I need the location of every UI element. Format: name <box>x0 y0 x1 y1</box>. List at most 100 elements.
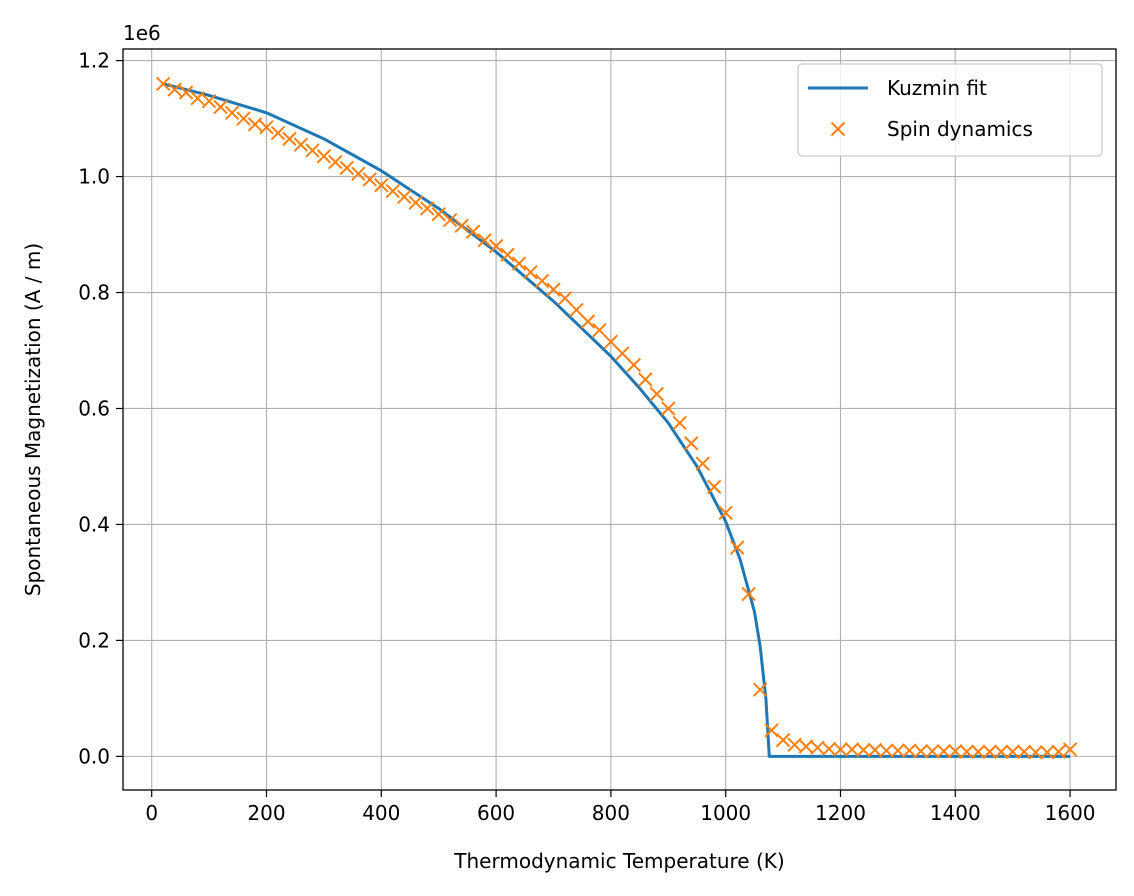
data-point <box>856 742 871 758</box>
data-point <box>546 282 561 297</box>
data-point <box>684 436 699 451</box>
x-tick-label: 400 <box>362 801 400 825</box>
data-point <box>454 218 469 234</box>
x-tick-label: 600 <box>477 801 515 825</box>
marker-stroke <box>305 143 320 158</box>
data-point <box>1005 744 1020 759</box>
data-point <box>155 76 171 91</box>
data-point <box>879 743 894 758</box>
marker-stroke <box>523 265 538 280</box>
data-point <box>626 357 642 373</box>
data-point <box>993 744 1009 759</box>
data-point <box>190 91 205 106</box>
marker-stroke <box>546 282 561 297</box>
data-point <box>672 415 687 431</box>
data-point <box>661 401 676 416</box>
y-tick-label: 1.2 <box>78 49 110 73</box>
marker-stroke <box>397 189 412 205</box>
marker-stroke <box>833 742 848 757</box>
data-point <box>511 256 527 271</box>
data-point <box>270 125 286 141</box>
marker-stroke <box>948 743 963 759</box>
data-point <box>1062 742 1078 757</box>
data-point <box>1051 744 1066 759</box>
marker-stroke <box>993 744 1009 759</box>
marker-stroke <box>810 740 825 755</box>
marker-stroke <box>282 131 297 147</box>
data-point <box>431 207 446 222</box>
marker-stroke <box>454 218 469 234</box>
data-point <box>282 131 297 147</box>
marker-stroke <box>684 436 699 451</box>
marker-stroke <box>374 178 389 193</box>
data-point <box>488 238 504 254</box>
data-point <box>500 247 515 263</box>
marker-stroke <box>672 415 687 431</box>
data-point <box>316 149 332 164</box>
data-point <box>833 742 848 757</box>
data-point <box>201 93 217 109</box>
marker-stroke <box>362 172 378 187</box>
data-point <box>741 586 756 602</box>
marker-stroke <box>477 233 492 248</box>
data-point <box>959 744 974 759</box>
data-point <box>362 172 378 187</box>
axis-ticks: 0 200 400 600 800 1000 1200 1400 1600 0.0 0.2 0.4 0.… <box>78 49 1095 825</box>
marker-stroke <box>798 739 814 754</box>
data-point <box>213 99 228 115</box>
marker-stroke <box>488 238 504 254</box>
data-point <box>523 265 538 280</box>
legend-marker <box>830 121 846 137</box>
x-tick-label: 0 <box>145 801 158 825</box>
data-point <box>718 505 733 521</box>
marker-stroke <box>821 741 837 757</box>
marker-stroke <box>936 743 952 759</box>
data-point <box>397 189 412 205</box>
marker-stroke <box>1016 744 1032 759</box>
marker-stroke <box>959 744 974 759</box>
y-tick-label: 0.2 <box>78 628 110 652</box>
y-tick-label: 0.8 <box>78 281 110 305</box>
data-point <box>971 744 986 759</box>
y-tick-label: 0.0 <box>78 744 110 768</box>
marker-stroke <box>787 737 802 752</box>
y-offset-text: 1e6 <box>123 21 161 45</box>
data-point <box>167 82 182 97</box>
x-tick-label: 1200 <box>815 801 866 825</box>
x-tick-label: 200 <box>247 801 285 825</box>
marker-stroke <box>890 743 906 758</box>
data-point <box>305 143 320 158</box>
marker-stroke <box>293 137 309 152</box>
data-point <box>178 85 194 100</box>
legend-swatch-spin-dynamics <box>830 121 846 137</box>
marker-stroke <box>247 117 263 132</box>
data-point <box>580 314 596 329</box>
marker-stroke <box>178 85 194 100</box>
marker-stroke <box>649 386 665 402</box>
marker-stroke <box>351 166 366 181</box>
data-point <box>477 233 492 248</box>
data-point <box>592 323 607 338</box>
marker-stroke <box>1039 745 1055 760</box>
marker-stroke <box>213 99 228 115</box>
marker-stroke <box>167 82 182 97</box>
marker-stroke <box>236 111 251 126</box>
marker-stroke <box>155 76 171 91</box>
data-point <box>638 372 653 387</box>
marker-stroke <box>224 105 240 120</box>
data-point <box>236 111 251 126</box>
marker-stroke <box>971 744 986 759</box>
data-point <box>351 166 366 181</box>
marker-stroke <box>764 723 779 738</box>
data-point <box>442 212 458 228</box>
marker-stroke <box>385 183 400 199</box>
legend-label-spin-dynamics: Spin dynamics <box>887 117 1033 141</box>
marker-stroke <box>603 334 619 350</box>
marker-stroke <box>1028 745 1043 760</box>
data-point <box>603 334 619 350</box>
series-line-kuzmin-fit <box>162 82 1071 758</box>
marker-stroke <box>201 93 217 109</box>
marker-stroke <box>259 120 274 135</box>
legend-label-kuzmin-fit: Kuzmin fit <box>887 76 987 100</box>
